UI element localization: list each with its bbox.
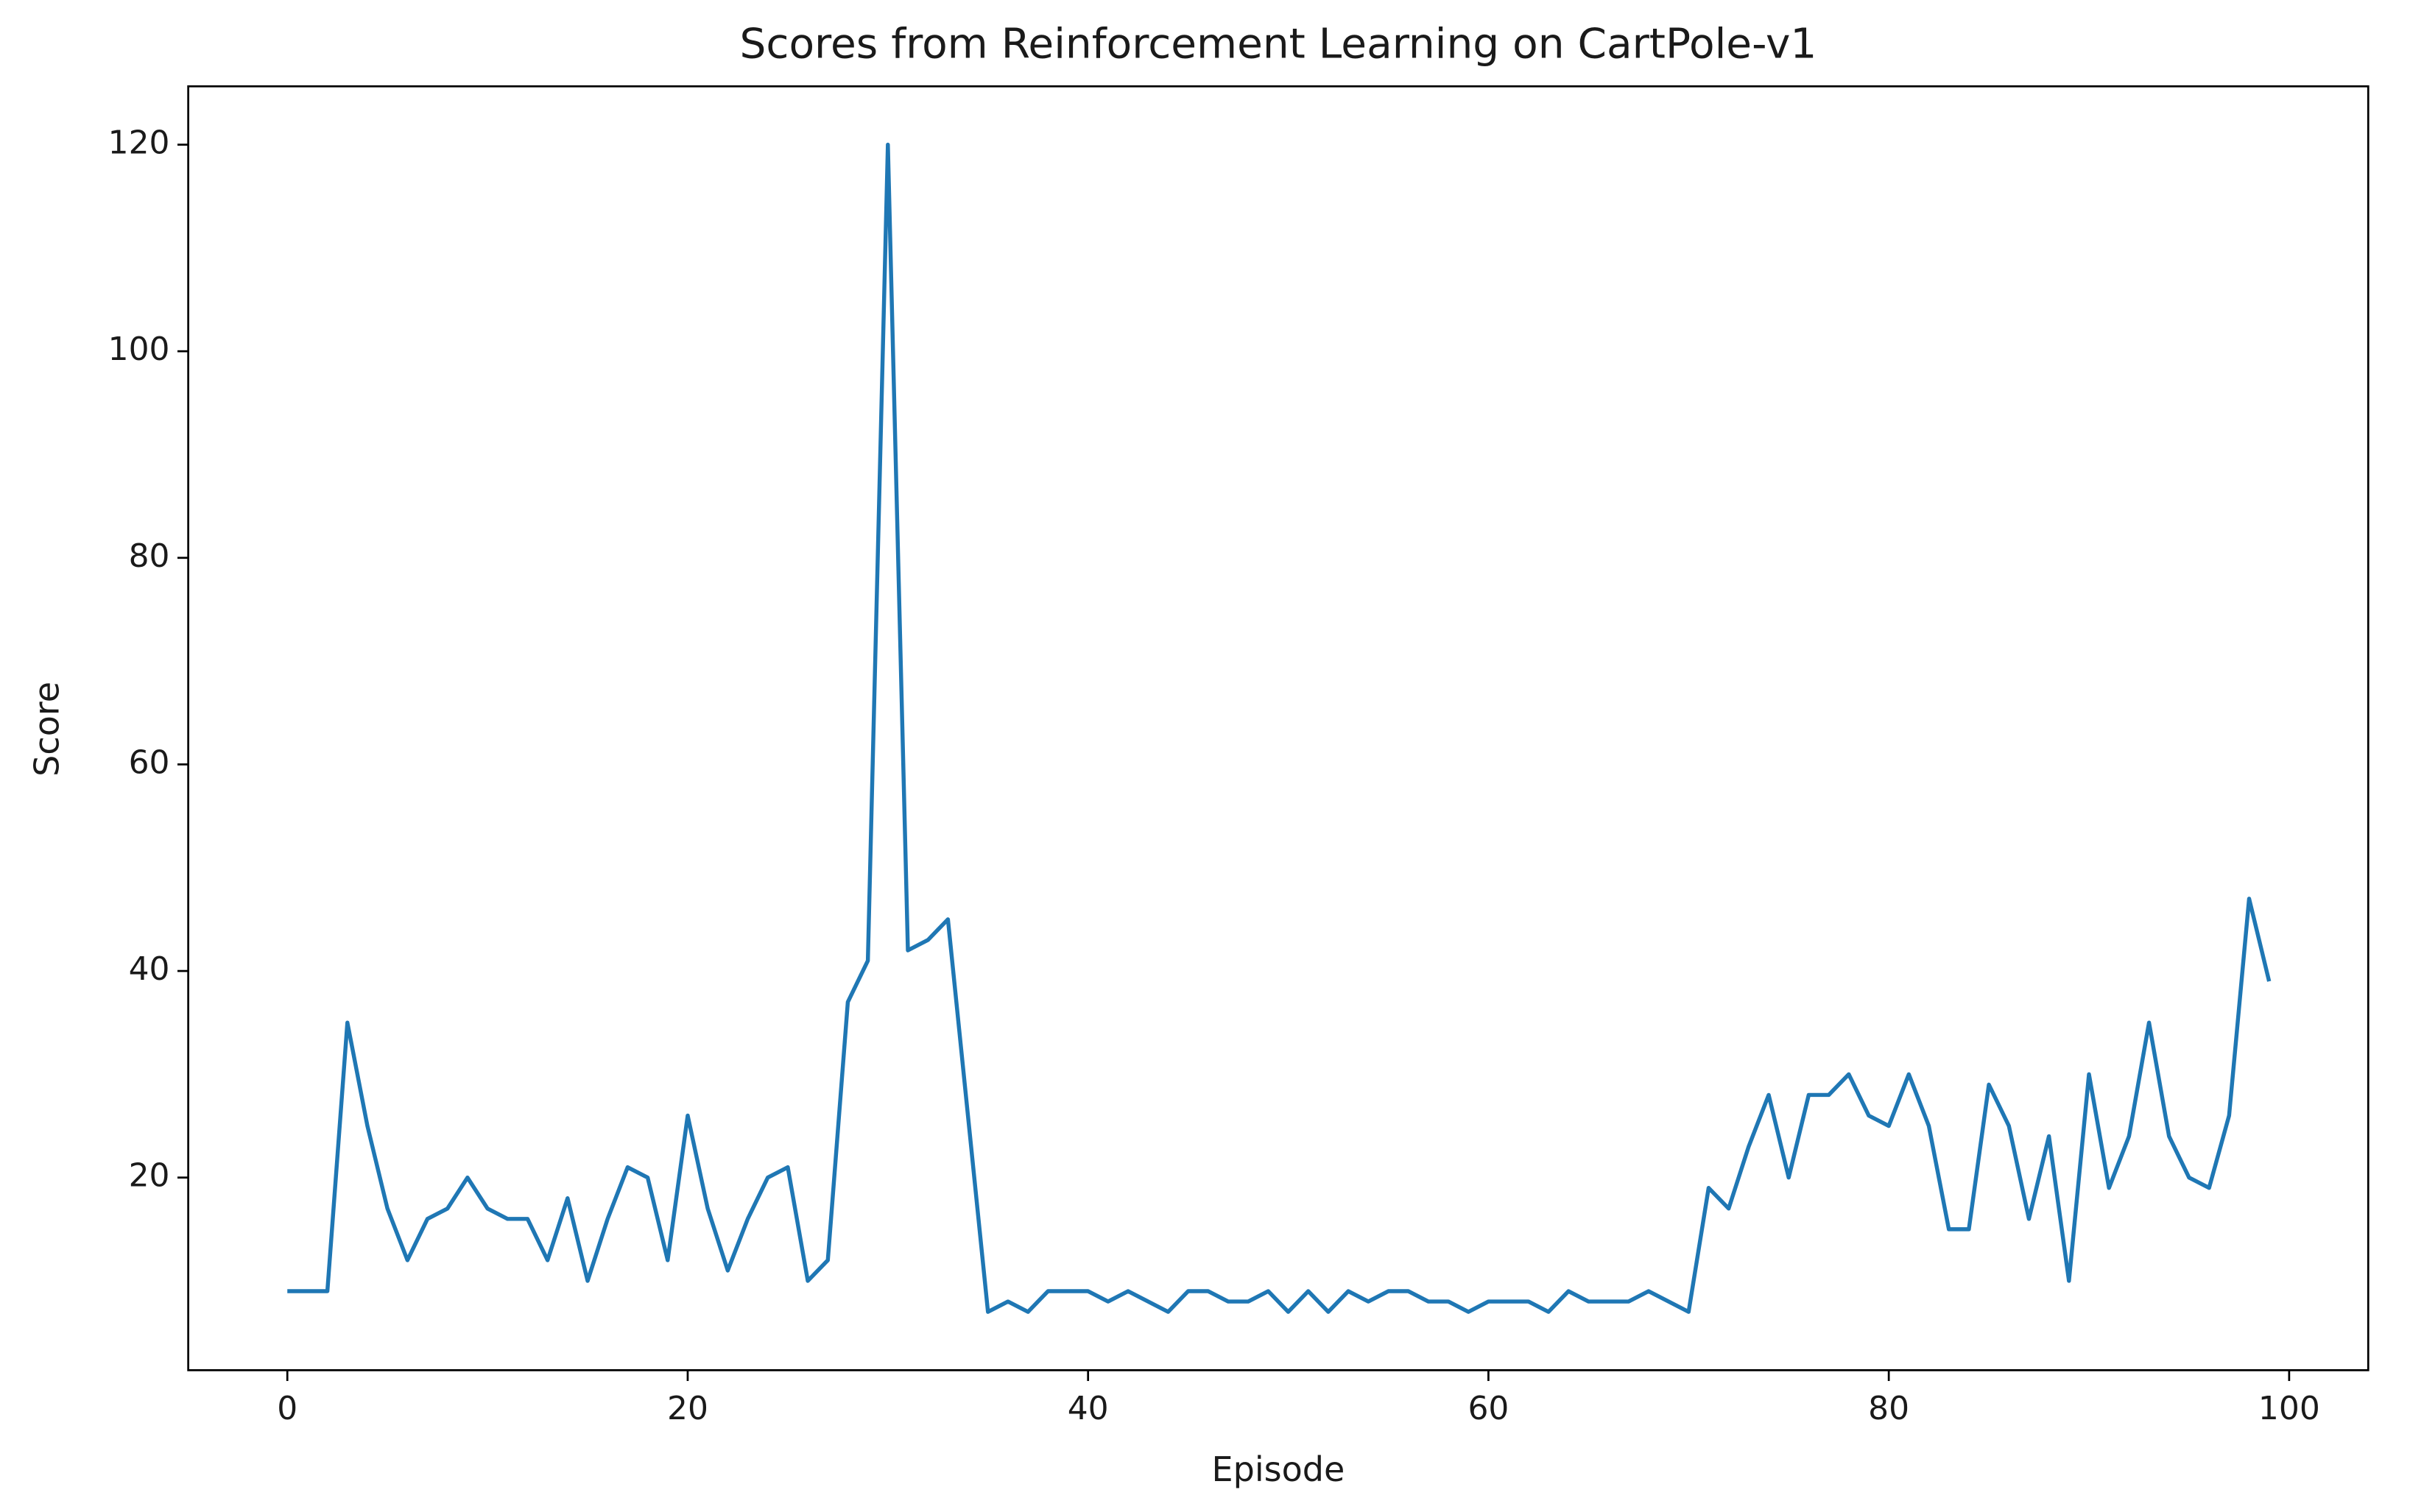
x-tick-label: 40: [1068, 1390, 1109, 1427]
y-tick-label: 80: [129, 537, 170, 575]
y-tick-label: 120: [108, 124, 170, 162]
x-tick-label: 0: [277, 1390, 297, 1427]
y-tick-label: 40: [129, 950, 170, 988]
y-axis-label: Score: [27, 682, 67, 777]
x-tick-label: 100: [2258, 1390, 2320, 1427]
x-tick-label: 80: [1868, 1390, 1909, 1427]
plot-frame: [187, 85, 2370, 1371]
y-tick-label: 60: [129, 743, 170, 781]
y-tick-label: 100: [108, 331, 170, 368]
y-tick-label: 20: [129, 1157, 170, 1195]
chart-title: Scores from Reinforcement Learning on Ca…: [740, 20, 1817, 68]
x-axis-label: Episode: [1212, 1449, 1345, 1489]
x-tick-label: 60: [1468, 1390, 1509, 1427]
x-tick-label: 20: [667, 1390, 708, 1427]
data-line: [287, 142, 2272, 1314]
